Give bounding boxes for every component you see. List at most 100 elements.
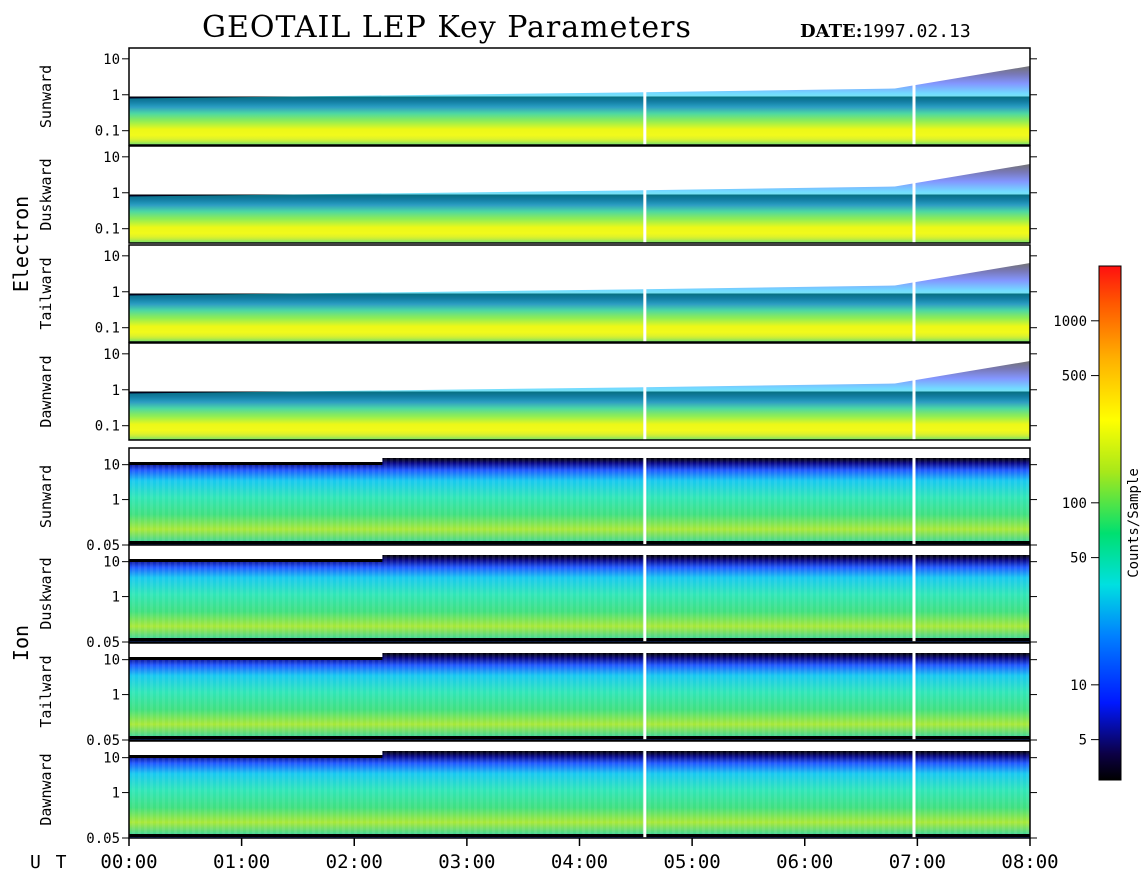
panel-electron-dawnward: 10 1 0.1 Dawnward (37, 342, 1037, 441)
colorbar-tick-label: 1000 (1053, 314, 1087, 330)
x-tick-label: 08:00 (1001, 851, 1058, 873)
bottom-edge (129, 834, 1030, 837)
colorbar-scale (1098, 265, 1122, 781)
spectrogram-cutoff (129, 66, 1030, 145)
y-tick-label: 10 (103, 653, 120, 669)
y-tick-label: 10 (103, 458, 120, 474)
colorbar-tick-label: 500 (1062, 369, 1087, 385)
x-tick-label: 06:00 (776, 851, 833, 873)
y-tick-label: 0.1 (95, 321, 120, 337)
x-tick-label: 04:00 (551, 851, 608, 873)
data-gap (643, 741, 647, 838)
spectrogram-cutoff (129, 263, 1030, 342)
y-tick-label: 1 (112, 383, 120, 399)
panel-label: Sunward (37, 65, 55, 128)
data-gap (643, 245, 647, 342)
bottom-edge (129, 638, 1030, 641)
y-tick-label: 1 (112, 186, 120, 202)
panel-frame (128, 244, 1031, 343)
x-tick-label: 01:00 (213, 851, 270, 873)
flux-edge (129, 755, 383, 758)
panel-electron-sunward: 10 1 0.1 Sunward (37, 47, 1037, 146)
group-label-electron: Electron (9, 196, 33, 292)
colorbar: 1000 500 100 50 10 5 Counts/Sample (1053, 265, 1142, 781)
date-label: DATE:1997.02.13 (800, 21, 971, 42)
panel-frame (128, 145, 1031, 244)
y-tick-label: 1 (112, 88, 120, 104)
spectrogram-texture (129, 653, 1030, 740)
panel-label: Dawnward (37, 753, 55, 825)
low-flux-region (129, 741, 383, 755)
y-tick-label: 1 (112, 590, 120, 606)
spectrogram-panels: 10 1 0.1 Sunward 10 1 0.1 Duskward 10 1 0.1 Tailwar… (37, 47, 1037, 847)
panel-label: Duskward (37, 158, 55, 230)
y-tick-label: 1 (112, 688, 120, 704)
panel-frame (128, 342, 1031, 441)
panel-ion-dawnward: 10 1 0.05 Dawnward (37, 740, 1037, 847)
data-gap (912, 343, 916, 440)
data-gap (912, 545, 916, 642)
flux-edge (129, 657, 383, 660)
y-tick-label: 1 (112, 786, 120, 802)
data-gap (643, 643, 647, 740)
y-tick-label: 10 (103, 150, 120, 166)
y-tick-label: 10 (103, 347, 120, 363)
spectrogram-texture (129, 555, 1030, 642)
y-tick-label: 0.05 (86, 831, 120, 847)
data-gap (912, 643, 916, 740)
data-gap (912, 448, 916, 545)
bottom-edge (129, 541, 1030, 544)
data-gap (643, 146, 647, 243)
data-gap (912, 741, 916, 838)
spectrogram-cutoff (129, 164, 1030, 243)
data-gap (643, 448, 647, 545)
flux-edge (129, 462, 383, 465)
colorbar-label: Counts/Sample (1126, 468, 1142, 578)
y-tick-label: 0.05 (86, 538, 120, 554)
y-tick-label: 10 (103, 249, 120, 265)
data-gap (643, 545, 647, 642)
x-tick-label: 00:00 (100, 851, 157, 873)
panel-ion-duskward: 10 1 0.05 Duskward (37, 544, 1037, 651)
y-tick-label: 0.1 (95, 419, 120, 435)
y-tick-label: 10 (103, 555, 120, 571)
bottom-edge (129, 736, 1030, 739)
y-tick-label: 10 (103, 751, 120, 767)
panel-electron-duskward: 10 1 0.1 Duskward (37, 145, 1037, 244)
panel-frame (128, 47, 1031, 146)
panel-label: Tailward (37, 257, 55, 329)
colorbar-tick-label: 10 (1070, 678, 1087, 694)
panel-ion-sunward: 10 1 0.05 Sunward (37, 447, 1037, 554)
y-tick-label: 0.1 (95, 124, 120, 140)
date-prefix: DATE: (800, 21, 863, 42)
y-tick-label: 10 (103, 52, 120, 68)
panel-label: Tailward (37, 655, 55, 727)
y-tick-label: 1 (112, 493, 120, 509)
y-tick-label: 0.05 (86, 635, 120, 651)
low-flux-region (129, 448, 383, 462)
x-tick-label: 05:00 (664, 851, 721, 873)
x-axis: U T 00:00 01:00 02:00 03:00 04:00 05:00 06:00 07… (30, 838, 1059, 873)
x-tick-label: 02:00 (326, 851, 383, 873)
panel-frame (128, 642, 1031, 741)
x-tick-label: 07:00 (889, 851, 946, 873)
group-label-ion: Ion (9, 625, 33, 661)
panel-ion-tailward: 10 1 0.05 Tailward (37, 642, 1037, 749)
date-value: 1997.02.13 (862, 21, 971, 42)
colorbar-tick-label: 5 (1079, 733, 1087, 749)
data-gap (912, 245, 916, 342)
data-gap (912, 48, 916, 145)
spectrogram-texture (129, 458, 1030, 545)
spectrogram-texture (129, 751, 1030, 838)
data-gap (643, 343, 647, 440)
group-labels: Electron Ion (9, 196, 33, 661)
data-gap (643, 48, 647, 145)
chart-title: GEOTAIL LEP Key Parameters (202, 10, 692, 45)
panel-label: Sunward (37, 465, 55, 528)
y-tick-label: 0.05 (86, 733, 120, 749)
colorbar-tick-label: 50 (1070, 551, 1087, 567)
panel-frame (128, 544, 1031, 643)
data-gap (912, 146, 916, 243)
low-flux-region (129, 643, 383, 657)
